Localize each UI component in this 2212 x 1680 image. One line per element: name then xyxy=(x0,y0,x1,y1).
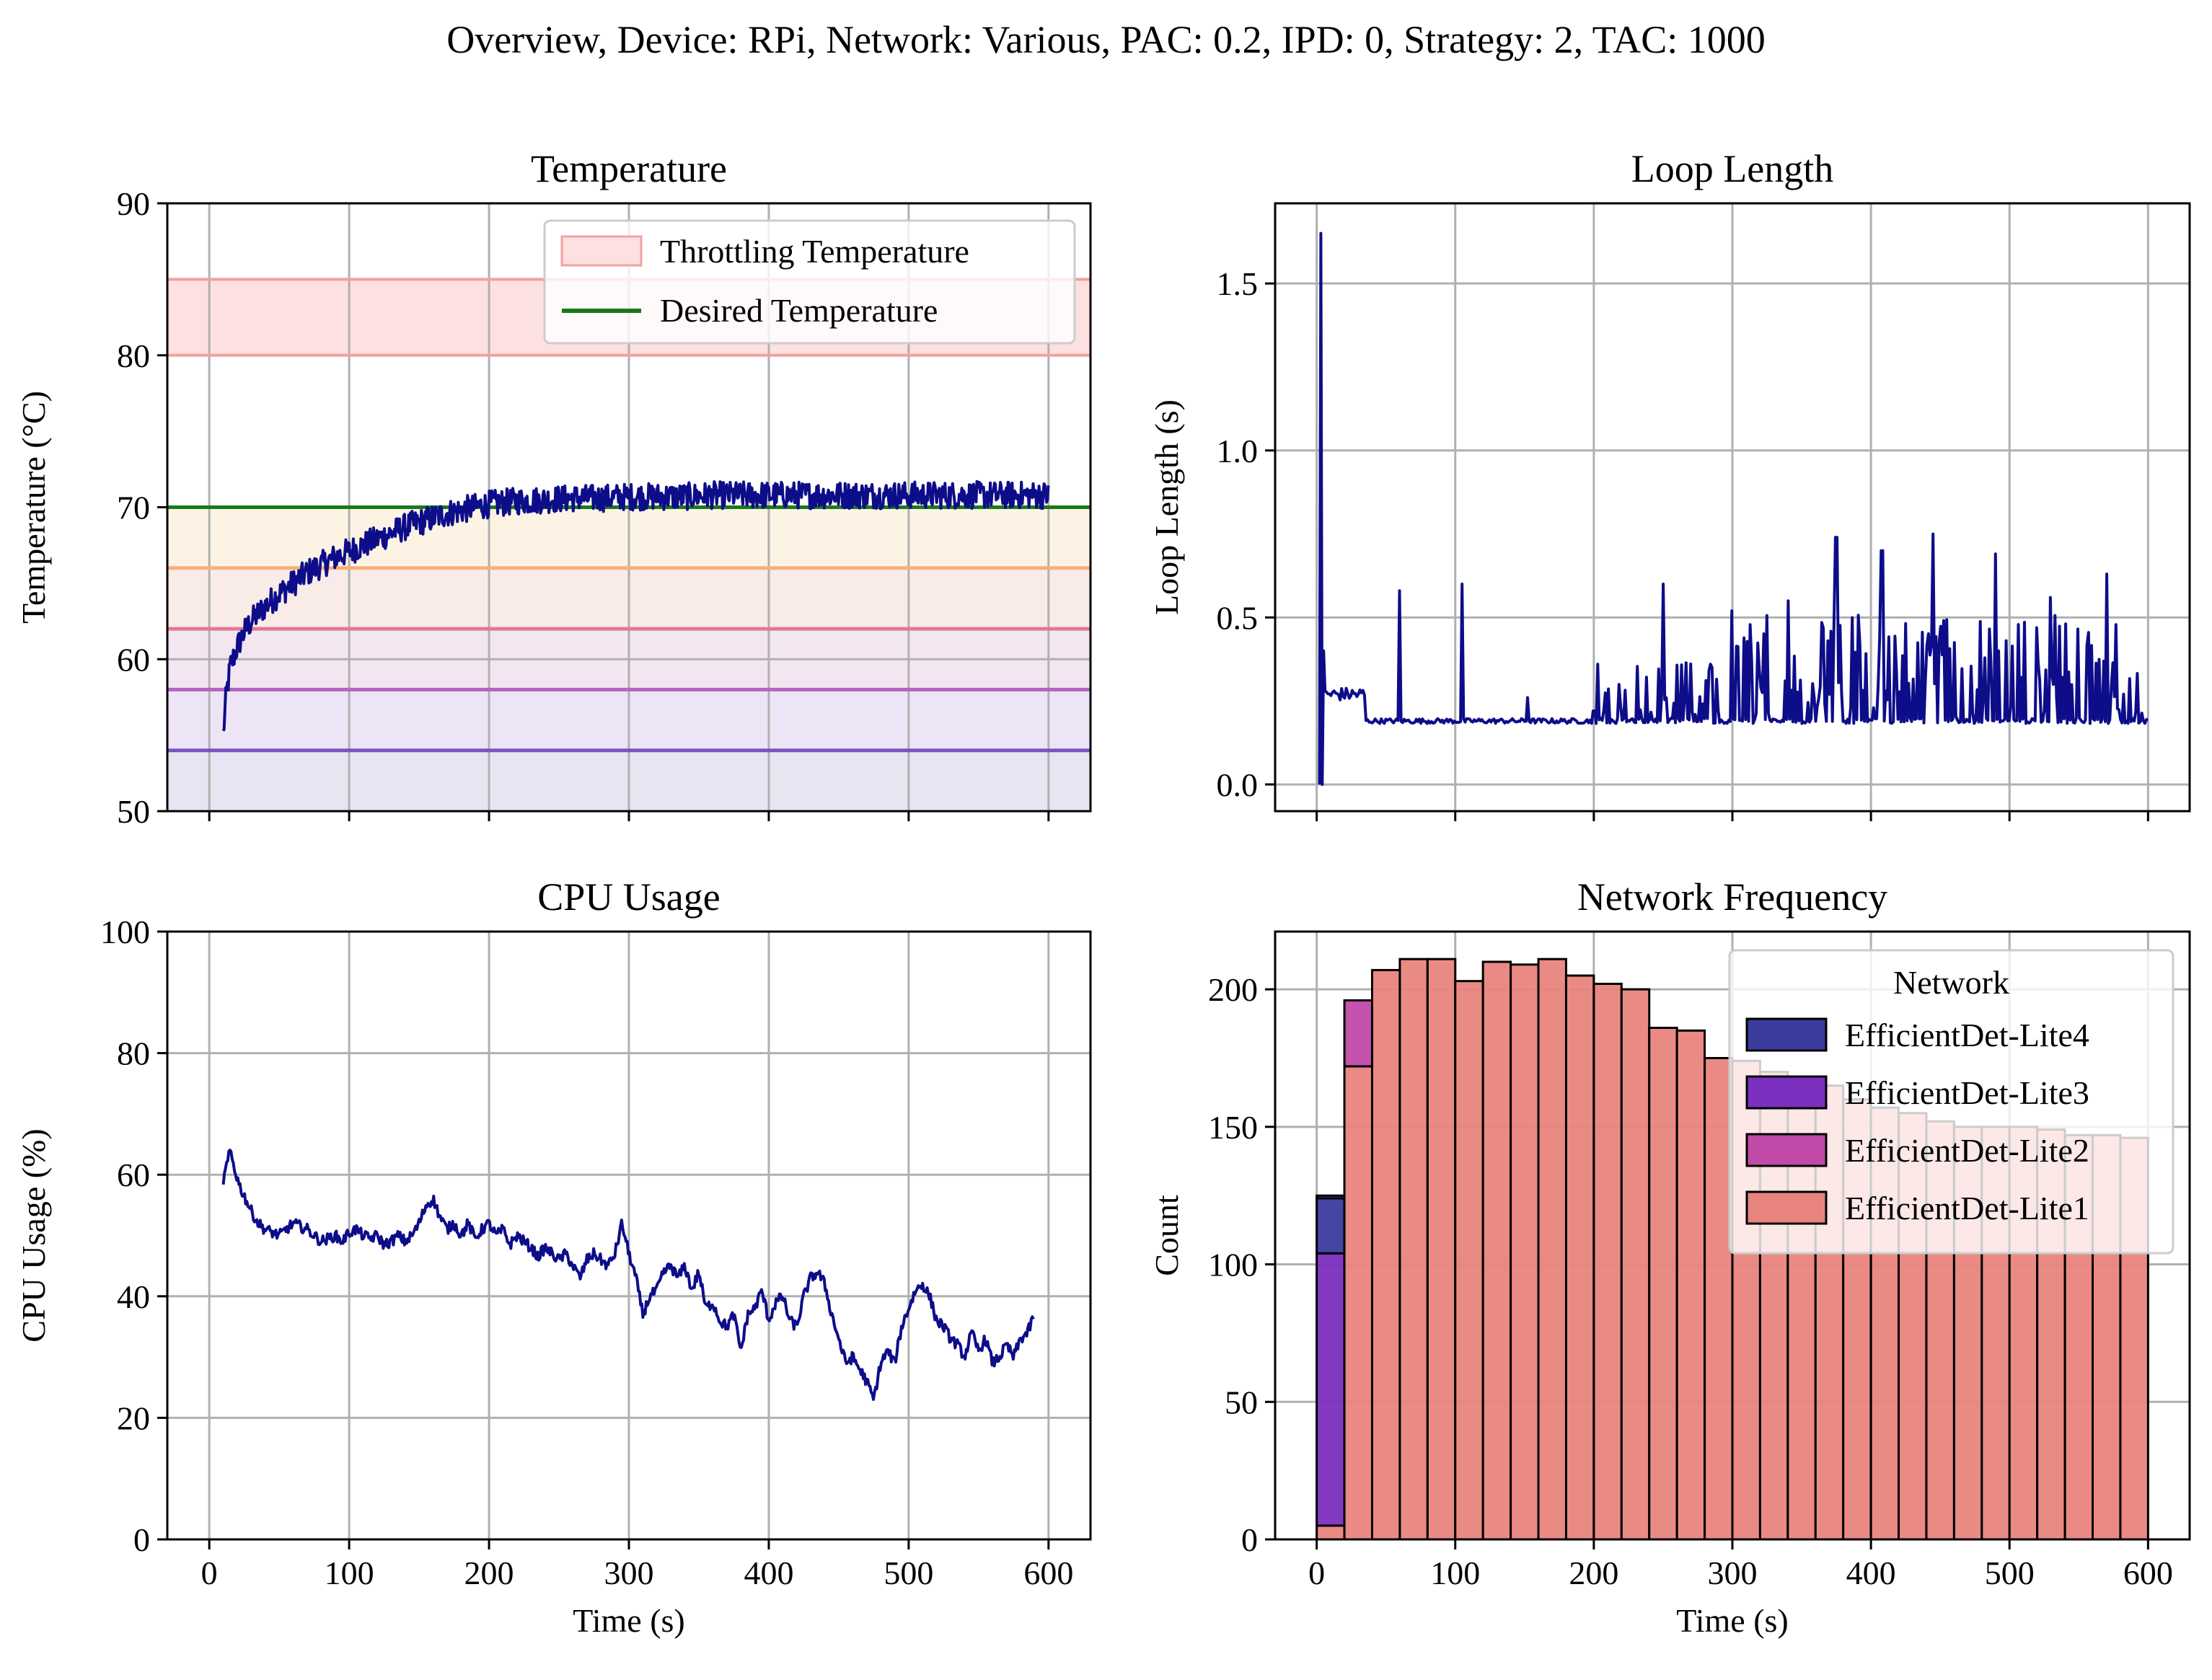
x-tick-label: 300 xyxy=(604,1555,654,1591)
y-tick-label: 70 xyxy=(117,490,150,526)
histogram-bar xyxy=(1316,1524,1346,1539)
y-tick-label: 1.5 xyxy=(1217,265,1259,302)
y-tick-label: 0.0 xyxy=(1217,766,1259,803)
y-tick-label: 60 xyxy=(117,1157,150,1193)
y-tick-label: 100 xyxy=(1208,1247,1258,1283)
histogram-bar xyxy=(1510,963,1540,1539)
panel-loop-length: 0.0 0.5 1.0 1.5 Loop Length Loop Length (s) xyxy=(1148,147,2191,821)
y-tick-label: 50 xyxy=(1225,1384,1258,1420)
plot-area xyxy=(1275,203,2190,811)
panel-network-frequency: 0 100 200 300 400 500 600 0 50 100 150 200 Network F… xyxy=(1148,875,2191,1639)
histogram-bar xyxy=(1592,982,1623,1539)
y-tick-label: 1.0 xyxy=(1217,433,1259,469)
histogram-bar xyxy=(1426,958,1457,1539)
histogram-bar xyxy=(1316,1197,1346,1255)
histogram-bar xyxy=(1398,958,1429,1539)
cpu-usage-series-line xyxy=(221,1149,1035,1401)
panel-title: Loop Length xyxy=(1631,147,1833,190)
legend-label: EfficientDet-Lite4 xyxy=(1845,1017,2089,1053)
y-axis-label: Temperature (°C) xyxy=(15,391,52,624)
legend-title: Network xyxy=(1893,964,2009,1001)
legend-swatch xyxy=(1745,1075,1828,1110)
y-tick-label: 90 xyxy=(117,185,150,222)
x-tick-label: 400 xyxy=(744,1555,793,1591)
y-tick-label: 80 xyxy=(117,1035,150,1072)
histogram-bar xyxy=(1370,968,1401,1539)
x-tick-label: 100 xyxy=(325,1555,374,1591)
legend-swatch xyxy=(1745,1190,1828,1225)
legend-box xyxy=(543,219,1076,345)
figure-title: Overview, Device: RPi, Network: Various,… xyxy=(446,18,1766,61)
legend-label: EfficientDet-Lite3 xyxy=(1845,1074,2089,1111)
legend-box xyxy=(1728,949,2174,1255)
y-tick-label: 50 xyxy=(117,793,150,830)
x-tick-label: 300 xyxy=(1708,1555,1758,1591)
plot-area xyxy=(167,932,1090,1539)
panel-temperature: 50 60 70 80 90 Temperature Temperature (°C) Thr… xyxy=(15,147,1092,830)
histogram-bar xyxy=(1343,999,1373,1068)
histogram-bar xyxy=(1648,1027,1678,1539)
x-tick-label: 600 xyxy=(2123,1555,2173,1591)
histogram-bar xyxy=(1675,1029,1706,1539)
plot-area xyxy=(167,203,1090,811)
legend-label: Throttling Temperature xyxy=(660,233,969,270)
x-axis-label: Time (s) xyxy=(1676,1602,1789,1639)
legend-swatch xyxy=(1745,1017,1828,1052)
y-axis-label: Loop Length (s) xyxy=(1148,399,1185,615)
legend-swatch xyxy=(1745,1133,1828,1167)
panel-title: Network Frequency xyxy=(1577,875,1887,919)
x-axis-label: Time (s) xyxy=(573,1602,685,1639)
histogram-bar xyxy=(1316,1194,1346,1200)
x-tick-label: 200 xyxy=(1569,1555,1618,1591)
histogram-bar xyxy=(1704,1056,1734,1539)
y-tick-label: 0 xyxy=(1241,1521,1258,1558)
y-tick-label: 80 xyxy=(117,337,150,374)
y-axis-label: Count xyxy=(1148,1195,1185,1276)
histogram-bar xyxy=(1620,988,1651,1539)
legend-swatch-throttling xyxy=(560,235,643,267)
histogram-bar xyxy=(1564,974,1595,1539)
histogram-bar xyxy=(1316,1252,1346,1527)
x-tick-label: 0 xyxy=(201,1555,218,1591)
y-tick-label: 60 xyxy=(117,641,150,678)
y-tick-label: 150 xyxy=(1208,1109,1258,1146)
y-tick-label: 20 xyxy=(117,1400,150,1436)
panel-title: CPU Usage xyxy=(537,875,721,919)
x-tick-label: 400 xyxy=(1846,1555,1896,1591)
y-tick-label: 0 xyxy=(133,1521,150,1558)
x-tick-label: 200 xyxy=(464,1555,514,1591)
x-tick-label: 100 xyxy=(1430,1555,1480,1591)
legend-label: EfficientDet-Lite2 xyxy=(1845,1132,2089,1169)
panel-cpu-usage: 0 100 200 300 400 500 600 0 20 40 60 80 100 CPU Usage… xyxy=(15,875,1092,1639)
histogram-bar xyxy=(1537,958,1567,1539)
histogram-bar xyxy=(1481,960,1512,1539)
loop-length-series-line xyxy=(1318,231,2149,786)
y-tick-label: 0.5 xyxy=(1217,599,1259,636)
x-tick-label: 600 xyxy=(1023,1555,1073,1591)
y-axis-label: CPU Usage (%) xyxy=(15,1128,52,1342)
temperature-series-line xyxy=(221,479,1050,732)
y-tick-label: 100 xyxy=(100,914,150,950)
histogram-bar xyxy=(1343,1065,1373,1539)
x-tick-label: 0 xyxy=(1308,1555,1325,1591)
x-tick-label: 500 xyxy=(884,1555,933,1591)
histogram-bar xyxy=(1454,980,1484,1539)
legend-label: Desired Temperature xyxy=(660,292,938,329)
panel-title: Temperature xyxy=(531,147,727,190)
y-tick-label: 200 xyxy=(1208,971,1258,1008)
x-tick-label: 500 xyxy=(1985,1555,2035,1591)
legend-label: EfficientDet-Lite1 xyxy=(1845,1190,2089,1226)
y-tick-label: 40 xyxy=(117,1278,150,1315)
